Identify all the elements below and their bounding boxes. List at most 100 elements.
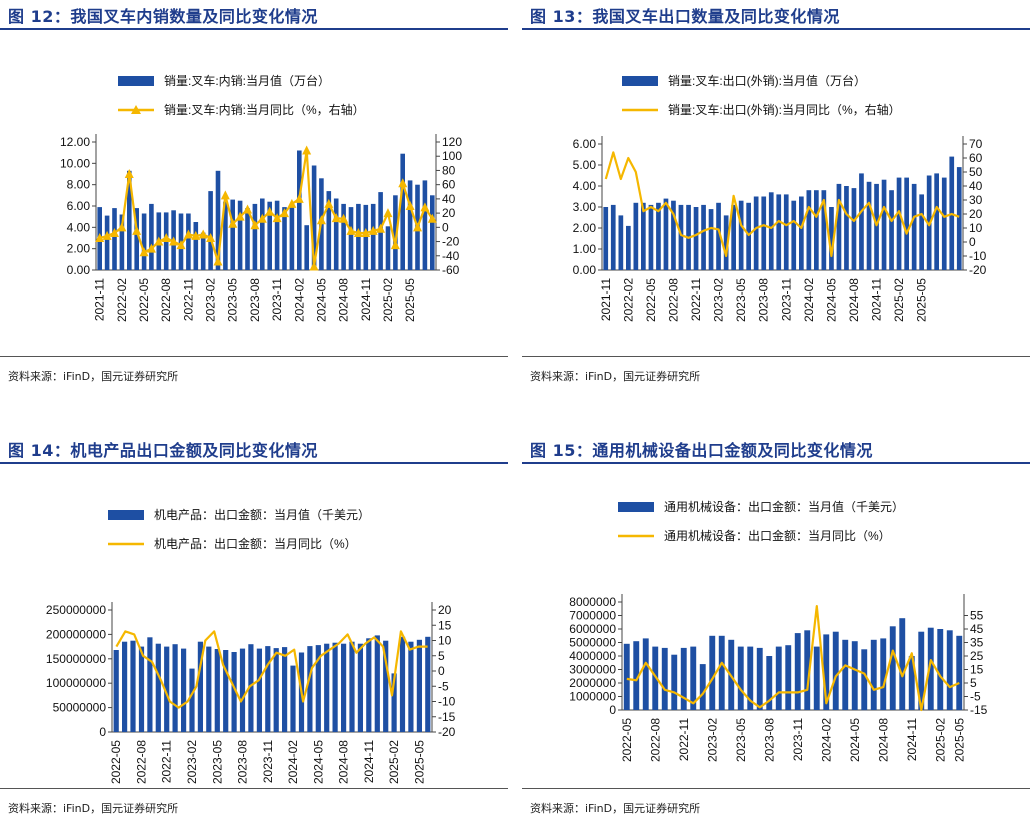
data-bar	[738, 200, 744, 270]
left-tick-label: 100000000	[46, 676, 106, 690]
right-tick-label: -20	[438, 725, 456, 739]
data-bar	[341, 203, 346, 270]
data-bar	[716, 202, 721, 270]
right-tick-label: 60	[969, 151, 983, 165]
legend-bar-swatch	[618, 502, 654, 512]
data-point	[132, 225, 142, 235]
left-tick-label: 3.00	[573, 200, 597, 214]
data-bar	[138, 646, 145, 732]
legend-label-bar: 机电产品：出口金额：当月值（千美元）	[154, 507, 370, 522]
data-bar	[731, 204, 736, 270]
data-bar	[775, 646, 782, 710]
chart-legend: 机电产品：出口金额：当月值（千美元） 机电产品：出口金额：当月同比（%）	[108, 507, 370, 551]
title-rule	[0, 28, 508, 30]
bottom-rule	[0, 788, 508, 789]
data-bar	[230, 199, 235, 270]
legend-label-line: 销量:叉车:出口(外销):当月同比（%，右轴）	[668, 102, 901, 117]
chart-svg-fig12: 销量:叉车:内销:当月值（万台）销量:叉车:内销:当月同比（%，右轴）0.002…	[60, 73, 462, 322]
x-tick-label: 2025-05	[915, 278, 929, 322]
x-tick-label: 2022-11	[677, 718, 691, 761]
data-point	[213, 256, 223, 266]
data-bar	[806, 190, 812, 270]
legend-label-bar: 通用机械设备：出口金额：当月值（千美元）	[664, 499, 904, 514]
x-tick-label: 2023-05	[210, 740, 224, 784]
right-tick-label: 15	[970, 663, 984, 677]
chart-svg-fig14: 机电产品：出口金额：当月值（千美元） 机电产品：出口金额：当月同比（%） 0 5000…	[46, 507, 456, 784]
data-bar	[851, 641, 858, 710]
chart-source: 资料来源：iFinD，国元证券研究所	[8, 802, 179, 815]
x-tick-label: 2022-05	[644, 278, 658, 322]
legend-bar-swatch	[622, 76, 658, 86]
data-point	[109, 228, 119, 238]
data-bar	[861, 649, 868, 711]
x-tick-label: 2024-05	[848, 718, 862, 762]
data-bar	[889, 190, 894, 270]
data-bar	[416, 639, 422, 732]
x-tick-label: 2023-02	[204, 278, 218, 322]
left-tick-label: 200000000	[46, 627, 106, 641]
data-bar	[274, 200, 280, 270]
right-tick-label: 0	[438, 664, 445, 678]
chart-legend: 销量:叉车:内销:当月值（万台） 销量:叉车:内销:当月同比（%，右轴）	[118, 73, 365, 117]
data-bar	[656, 202, 661, 270]
data-bar	[899, 618, 906, 710]
data-bar	[768, 192, 774, 270]
data-point	[383, 208, 393, 218]
left-tick-label: 2.00	[573, 221, 597, 235]
left-tick-label: 2.00	[67, 242, 91, 256]
x-tick-label: 2023-05	[226, 278, 240, 322]
data-bar	[127, 170, 132, 270]
data-bar	[623, 643, 630, 710]
data-bar	[189, 668, 195, 732]
data-bar	[383, 640, 389, 732]
data-bar	[610, 204, 616, 270]
right-tick-label: 0	[969, 235, 976, 249]
data-bar	[927, 627, 934, 710]
left-tick-label: 5.00	[573, 158, 597, 172]
right-tick-label: 15	[438, 618, 452, 632]
data-bar	[804, 630, 811, 710]
data-bar	[799, 196, 804, 270]
data-bar	[231, 652, 237, 732]
right-tick-label: 5	[438, 649, 445, 663]
data-bar	[164, 646, 170, 732]
data-bar	[324, 643, 330, 732]
x-tick-label: 2024-11	[870, 278, 884, 321]
data-bar	[794, 633, 801, 710]
left-tick-label: 3000000	[569, 663, 616, 677]
data-line	[115, 630, 428, 709]
right-tick-label: -60	[442, 263, 460, 277]
data-bar	[400, 153, 405, 270]
legend-marker	[131, 105, 141, 114]
data-point	[361, 228, 371, 238]
data-bar	[642, 638, 649, 710]
data-bar	[756, 647, 763, 710]
data-point	[376, 223, 386, 233]
data-bar	[737, 646, 744, 710]
left-tick-label: 1000000	[569, 690, 616, 704]
right-tick-label: -15	[438, 710, 456, 724]
chart-source: 资料来源：iFinD，国元证券研究所	[8, 370, 179, 383]
right-tick-label: -5	[970, 690, 981, 704]
data-bar	[941, 177, 947, 270]
chart-source: 资料来源：iFinD，国元证券研究所	[530, 802, 701, 815]
data-bar	[239, 648, 246, 732]
data-point	[294, 193, 304, 203]
data-point	[279, 208, 289, 218]
left-tick-label: 7000000	[569, 609, 616, 623]
x-tick-label: 2022-08	[666, 278, 680, 322]
x-tick-label: 2022-11	[689, 278, 703, 321]
x-tick-label: 2024-11	[359, 278, 373, 321]
data-bar	[823, 634, 830, 710]
data-bar	[200, 232, 206, 270]
data-bar	[836, 183, 842, 270]
data-point	[287, 198, 297, 208]
x-tick-label: 2022-05	[620, 718, 634, 762]
data-bar	[690, 646, 697, 710]
left-tick-label: 50000000	[53, 701, 107, 715]
data-point	[302, 145, 312, 155]
data-bar	[814, 190, 819, 270]
data-bar	[186, 213, 191, 270]
data-bar	[648, 204, 654, 270]
data-point	[316, 215, 326, 225]
